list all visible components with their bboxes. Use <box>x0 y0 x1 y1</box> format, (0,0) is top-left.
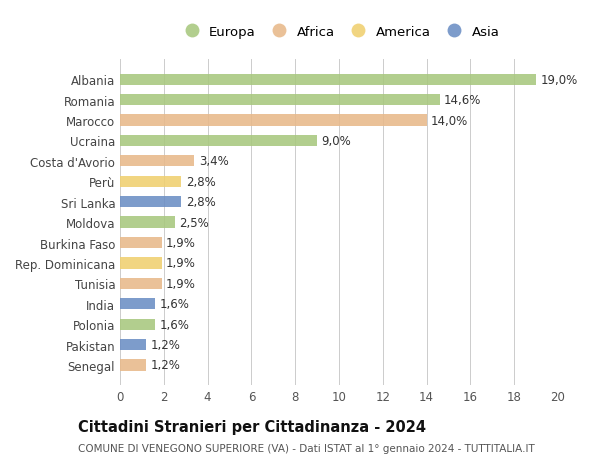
Text: 1,2%: 1,2% <box>151 338 181 351</box>
Bar <box>120 258 161 269</box>
Text: 1,9%: 1,9% <box>166 257 196 270</box>
Bar <box>120 135 317 147</box>
Bar <box>120 156 194 167</box>
Text: 1,6%: 1,6% <box>160 297 189 311</box>
Bar <box>120 278 161 289</box>
Text: 9,0%: 9,0% <box>322 134 351 148</box>
Text: 1,6%: 1,6% <box>160 318 189 331</box>
Bar <box>120 115 427 126</box>
Bar <box>120 95 440 106</box>
Text: 1,9%: 1,9% <box>166 277 196 290</box>
Text: 19,0%: 19,0% <box>541 73 578 87</box>
Bar <box>120 298 155 310</box>
Text: 2,8%: 2,8% <box>186 175 215 188</box>
Bar <box>120 339 146 350</box>
Text: 14,6%: 14,6% <box>444 94 481 107</box>
Bar <box>120 237 161 249</box>
Legend: Europa, Africa, America, Asia: Europa, Africa, America, Asia <box>173 21 505 44</box>
Text: 1,9%: 1,9% <box>166 236 196 249</box>
Text: 3,4%: 3,4% <box>199 155 229 168</box>
Text: 1,2%: 1,2% <box>151 358 181 372</box>
Text: 2,8%: 2,8% <box>186 196 215 209</box>
Bar <box>120 319 155 330</box>
Bar <box>120 74 536 86</box>
Text: Cittadini Stranieri per Cittadinanza - 2024: Cittadini Stranieri per Cittadinanza - 2… <box>78 419 426 434</box>
Text: COMUNE DI VENEGONO SUPERIORE (VA) - Dati ISTAT al 1° gennaio 2024 - TUTTITALIA.I: COMUNE DI VENEGONO SUPERIORE (VA) - Dati… <box>78 443 535 453</box>
Bar <box>120 196 181 208</box>
Bar <box>120 176 181 187</box>
Text: 14,0%: 14,0% <box>431 114 468 127</box>
Text: 2,5%: 2,5% <box>179 216 209 229</box>
Bar <box>120 217 175 228</box>
Bar <box>120 359 146 371</box>
